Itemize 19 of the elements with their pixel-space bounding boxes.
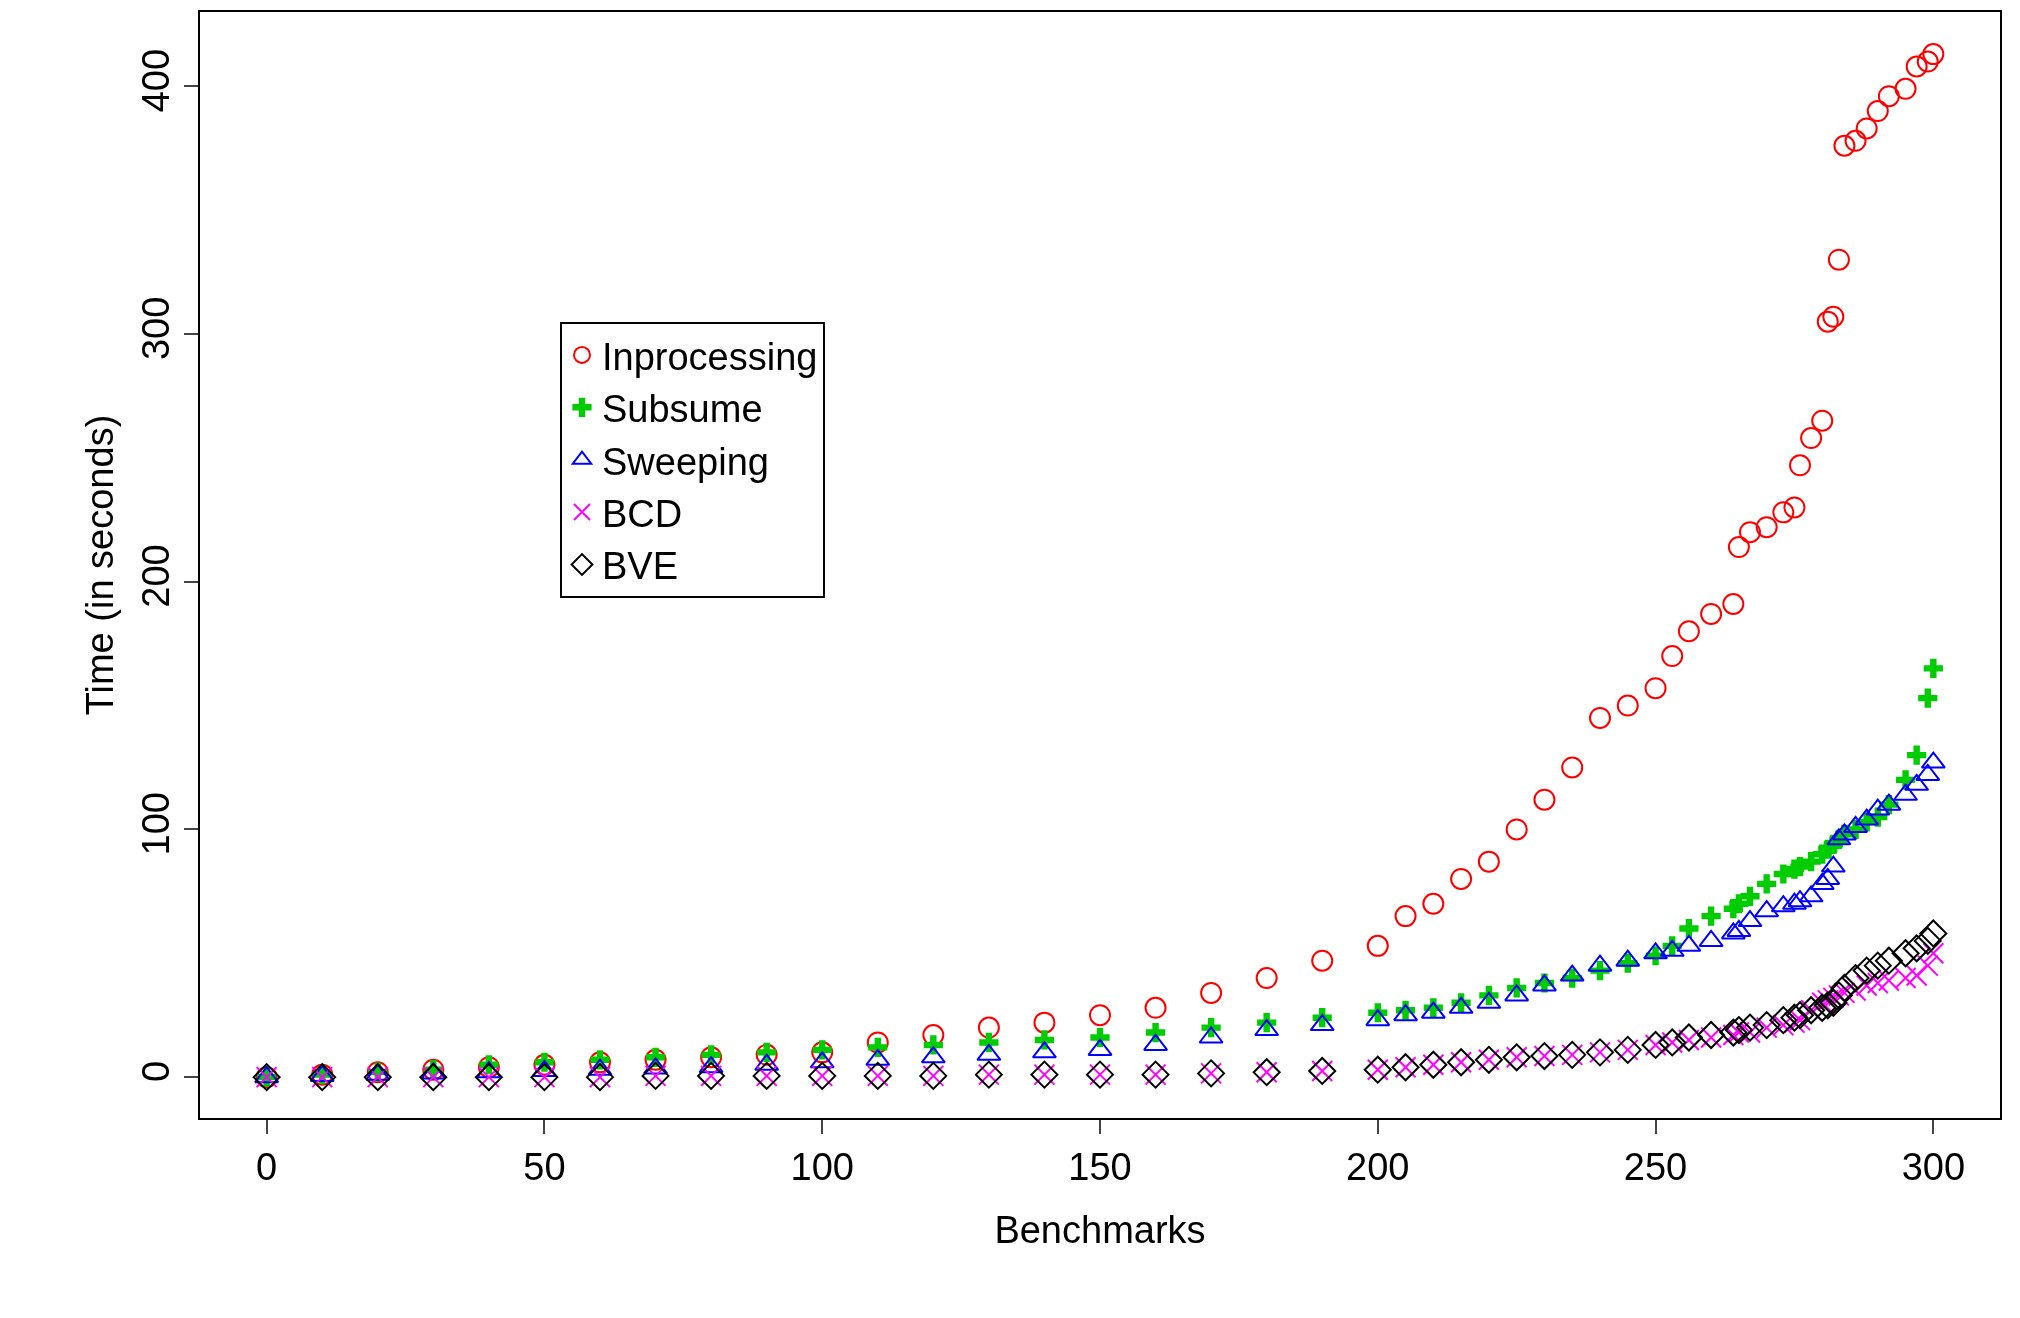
x-tick-label: 0 [256, 1145, 278, 1188]
legend-label: Sweeping [602, 440, 769, 483]
x-tick-label: 250 [1623, 1145, 1688, 1188]
y-tick-label: 200 [134, 544, 177, 608]
legend-label: BCD [602, 492, 683, 535]
legend-label: Inprocessing [602, 335, 818, 378]
y-tick-label: 100 [134, 792, 177, 856]
x-tick-label: 150 [1068, 1145, 1132, 1188]
x-tick-label: 200 [1346, 1145, 1410, 1188]
y-axis-title: Time (in seconds) [79, 414, 121, 716]
y-tick-label: 400 [134, 48, 177, 113]
legend-label: Subsume [602, 388, 763, 431]
y-tick-label: 300 [134, 296, 177, 361]
x-axis-title: Benchmarks [994, 1209, 1206, 1251]
x-tick-label: 50 [523, 1145, 566, 1188]
legend-label: BVE [602, 545, 679, 588]
y-tick-label: 0 [134, 1060, 177, 1082]
x-tick-label: 300 [1901, 1145, 1966, 1188]
x-tick-label: 100 [790, 1145, 854, 1188]
